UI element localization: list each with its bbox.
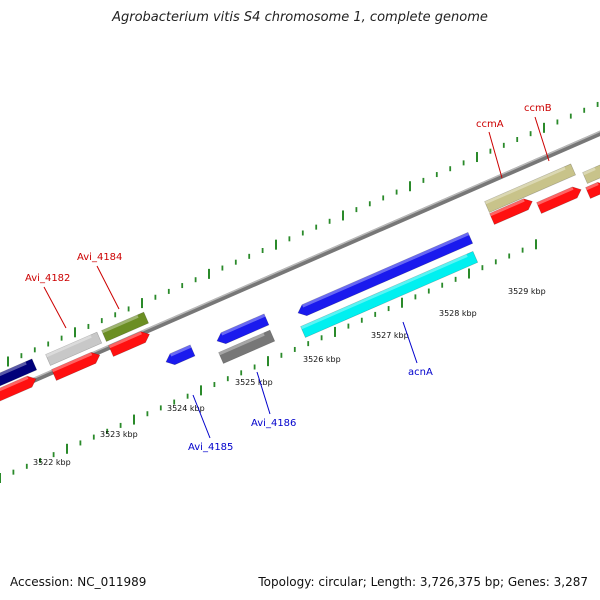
forward-cds-arrow[interactable] <box>489 196 535 225</box>
forward-cds-arrow[interactable] <box>585 180 600 199</box>
genome-backbone-highlight <box>0 130 600 394</box>
gene-label-avi-4185[interactable]: Avi_4185 <box>188 442 233 453</box>
gene-leader-line <box>256 371 271 415</box>
genome-summary: Topology: circular; Length: 3,726,375 bp… <box>258 575 588 589</box>
forward-cds-arrow[interactable] <box>51 350 103 381</box>
forward-gene-box[interactable] <box>582 164 600 184</box>
forward-gene-box[interactable] <box>101 311 149 342</box>
map-title: Agrobacterium vitis S4 chromosome 1, com… <box>112 10 488 25</box>
gene-leader-line <box>488 131 503 179</box>
gene-label-acna[interactable]: acnA <box>408 367 433 378</box>
gene-leader-line <box>43 286 67 329</box>
gene-label-avi-4184[interactable]: Avi_4184 <box>77 252 122 263</box>
reverse-gene-box[interactable] <box>218 329 276 364</box>
reverse-gene-arrow[interactable] <box>164 344 196 368</box>
gene-leader-line <box>534 116 550 162</box>
scale-label: 3522 kbp <box>33 458 71 467</box>
gene-leader-line <box>402 321 418 364</box>
forward-cds-arrow[interactable] <box>0 373 38 404</box>
scale-label: 3523 kbp <box>100 430 138 439</box>
gene-leader-line <box>96 265 120 310</box>
scale-label: 3527 kbp <box>371 331 409 340</box>
forward-gene-box[interactable] <box>484 163 576 213</box>
forward-gene-box[interactable] <box>0 358 38 388</box>
scale-label: 3528 kbp <box>439 309 477 318</box>
gene-label-ccmb[interactable]: ccmB <box>524 103 552 114</box>
gene-leader-line <box>192 394 211 439</box>
forward-cds-arrow[interactable] <box>108 329 152 357</box>
reverse-cds-box[interactable] <box>300 250 479 338</box>
gene-label-ccma[interactable]: ccmA <box>476 119 504 130</box>
gene-label-avi-4186[interactable]: Avi_4186 <box>251 418 296 429</box>
gene-label-avi-4182[interactable]: Avi_4182 <box>25 273 70 284</box>
forward-gene-box[interactable] <box>45 331 103 366</box>
scale-label: 3529 kbp <box>508 287 546 296</box>
forward-cds-arrow[interactable] <box>536 184 584 214</box>
reverse-gene-arrow[interactable] <box>296 231 474 318</box>
accession-text: Accession: NC_011989 <box>10 575 147 589</box>
scale-label: 3525 kbp <box>235 378 273 387</box>
scale-label: 3526 kbp <box>303 355 341 364</box>
reverse-gene-arrow[interactable] <box>215 313 270 347</box>
scale-label: 3524 kbp <box>167 404 205 413</box>
